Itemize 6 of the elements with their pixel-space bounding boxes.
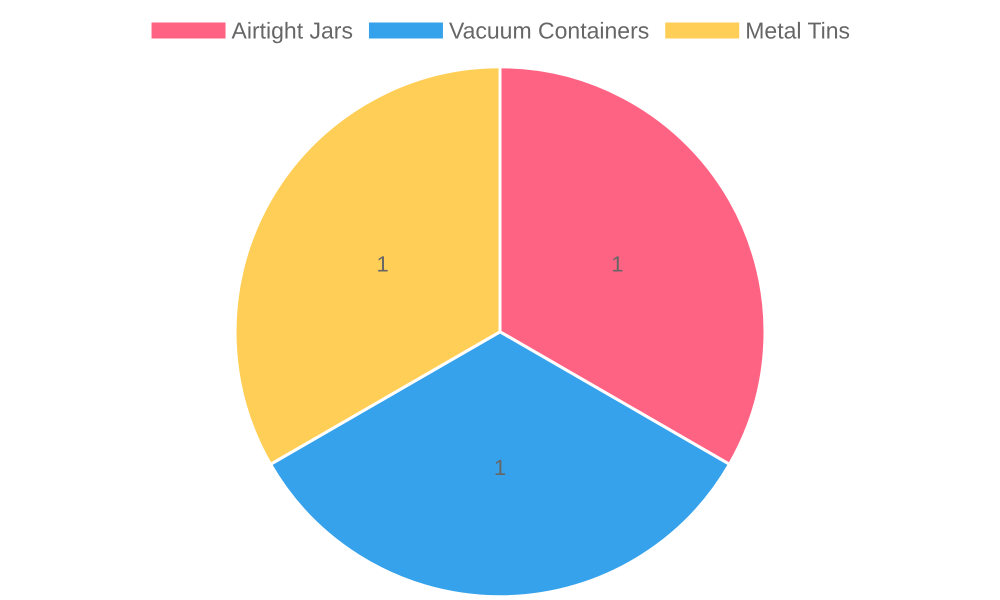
- data-label: 1: [376, 252, 389, 277]
- legend-label: Metal Tins: [745, 18, 850, 44]
- data-label: 1: [494, 454, 506, 480]
- legend-label: Airtight Jars: [232, 18, 353, 44]
- legend-label: Vacuum Containers: [448, 18, 650, 44]
- data-label: 1: [611, 252, 624, 277]
